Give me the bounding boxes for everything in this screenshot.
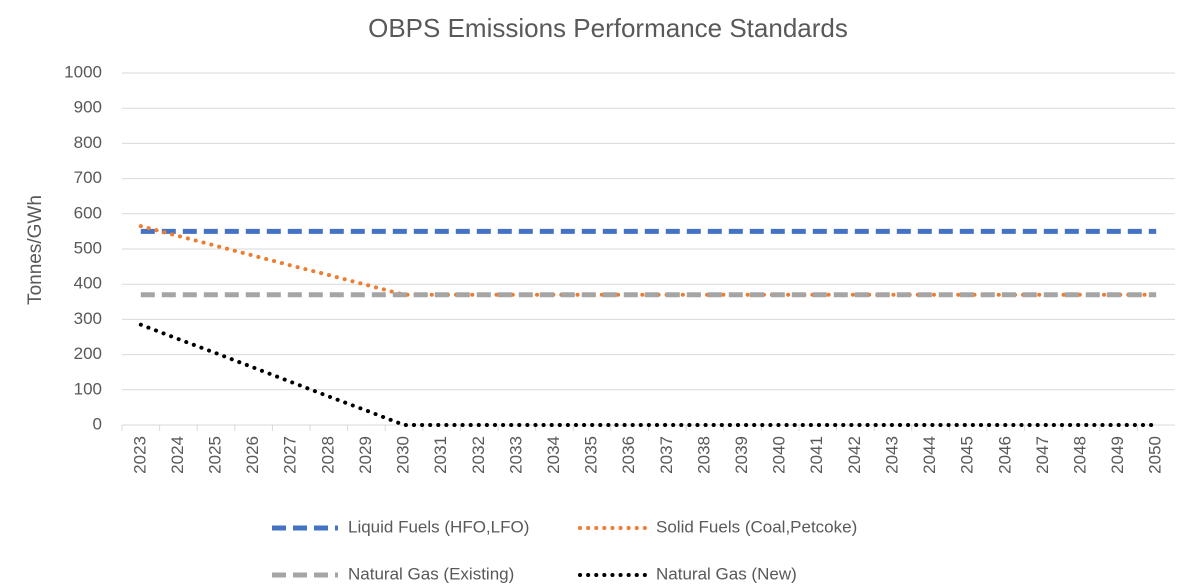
x-tick-label: 2038 xyxy=(694,436,713,474)
x-tick-label: 2035 xyxy=(582,436,601,474)
x-tick-label: 2034 xyxy=(544,436,563,474)
y-tick-label: 0 xyxy=(93,414,102,433)
x-tick-label: 2041 xyxy=(807,436,826,474)
x-tick-label: 2031 xyxy=(431,436,450,474)
y-tick-label: 1000 xyxy=(64,62,102,81)
y-tick-label: 300 xyxy=(74,309,102,328)
chart-title: OBPS Emissions Performance Standards xyxy=(368,13,848,43)
x-tick-label: 2025 xyxy=(206,436,225,474)
x-tick-label: 2027 xyxy=(281,436,300,474)
x-tick-label: 2045 xyxy=(958,436,977,474)
y-tick-label: 100 xyxy=(74,379,102,398)
y-axis-label: Tonnes/GWh xyxy=(25,195,46,305)
x-tick-label: 2043 xyxy=(882,436,901,474)
x-tick-label: 2046 xyxy=(995,436,1014,474)
x-tick-label: 2040 xyxy=(770,436,789,474)
legend-label: Natural Gas (Existing) xyxy=(348,564,514,583)
x-tick-label: 2023 xyxy=(130,436,149,474)
x-tick-label: 2028 xyxy=(318,436,337,474)
y-tick-label: 200 xyxy=(74,344,102,363)
y-tick-label: 400 xyxy=(74,274,102,293)
series-line xyxy=(138,322,1159,427)
x-tick-label: 2032 xyxy=(469,436,488,474)
legend-label: Liquid Fuels (HFO,LFO) xyxy=(348,517,529,536)
x-tick-label: 2039 xyxy=(732,436,751,474)
x-tick-label: 2036 xyxy=(619,436,638,474)
x-tick-label: 2050 xyxy=(1146,436,1165,474)
x-tick-label: 2030 xyxy=(394,436,413,474)
legend-label: Natural Gas (New) xyxy=(656,564,797,583)
y-tick-label: 600 xyxy=(74,203,102,222)
x-tick-label: 2044 xyxy=(920,436,939,474)
x-tick-label: 2026 xyxy=(243,436,262,474)
x-tick-label: 2042 xyxy=(845,436,864,474)
legend-label: Solid Fuels (Coal,Petcoke) xyxy=(656,517,857,536)
y-tick-label: 700 xyxy=(74,168,102,187)
y-tick-label: 900 xyxy=(74,98,102,117)
x-tick-label: 2047 xyxy=(1033,436,1052,474)
x-tick-label: 2049 xyxy=(1108,436,1127,474)
x-tick-label: 2033 xyxy=(506,436,525,474)
y-tick-label: 500 xyxy=(74,238,102,257)
x-tick-label: 2048 xyxy=(1070,436,1089,474)
x-tick-label: 2024 xyxy=(168,436,187,474)
y-tick-label: 800 xyxy=(74,133,102,152)
x-tick-label: 2029 xyxy=(356,436,375,474)
x-tick-label: 2037 xyxy=(657,436,676,474)
